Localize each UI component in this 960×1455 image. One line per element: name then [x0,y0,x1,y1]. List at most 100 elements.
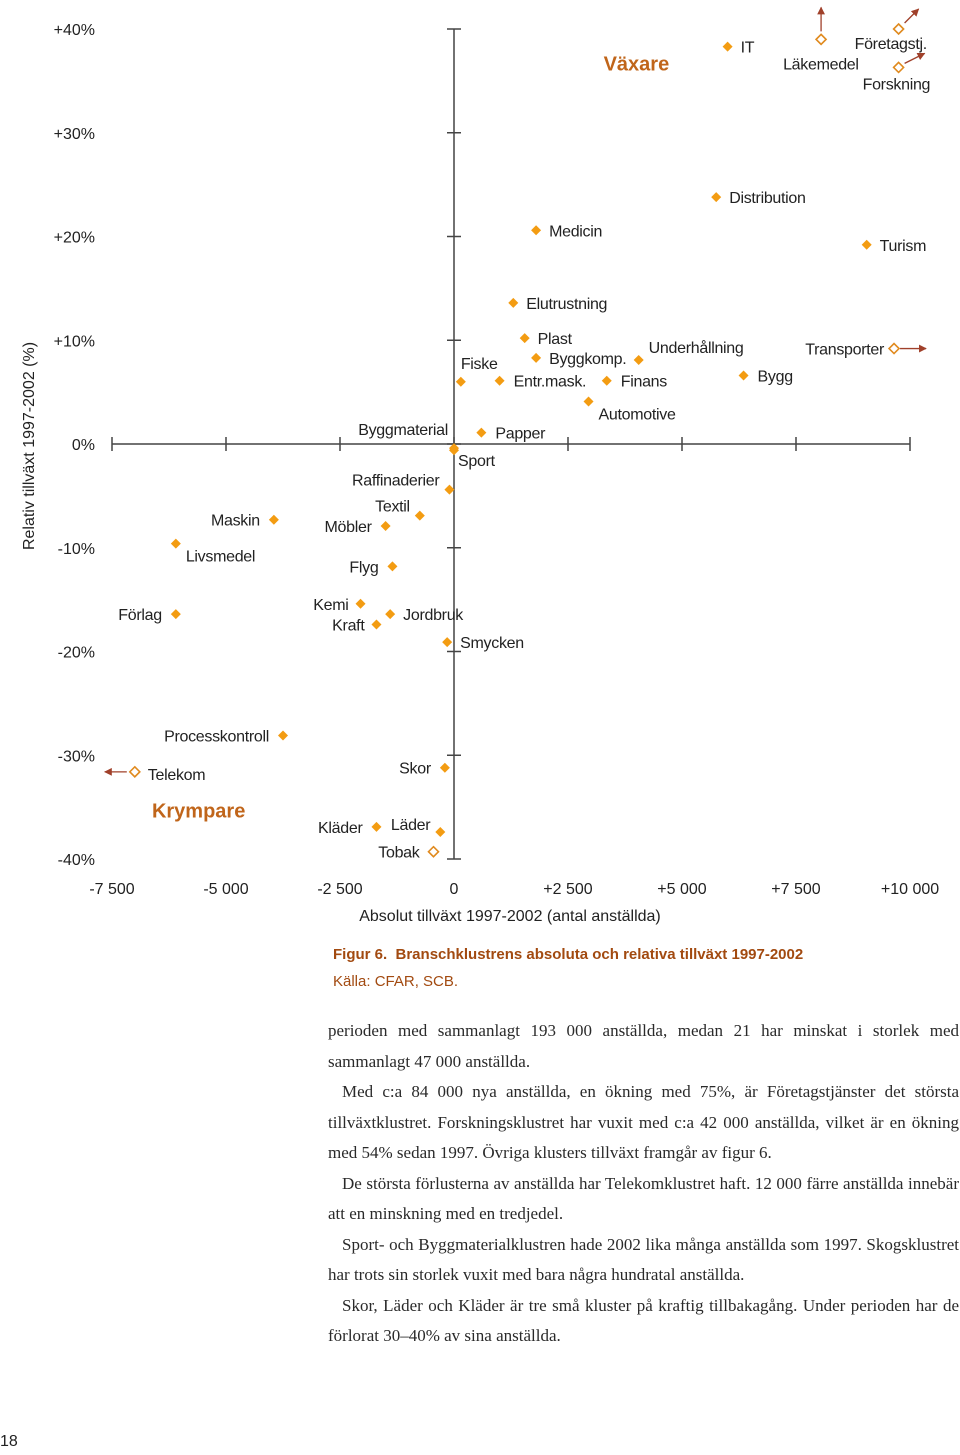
data-point [633,354,644,365]
x-tick-label: +2 500 [543,881,592,898]
data-point [601,375,612,386]
data-point [455,376,466,387]
y-tick-label: -30% [58,748,95,765]
data-point [861,239,872,250]
data-point [814,33,828,46]
point-label: Fiske [461,356,498,373]
point-label: Kraft [332,618,365,635]
data-point [387,561,398,572]
y-tick-label: +10% [54,333,95,350]
x-tick-label: -5 000 [203,881,248,898]
point-label: Finans [621,374,668,391]
direction-arrow [904,8,920,24]
point-label: Papper [495,426,546,443]
data-point [444,484,455,495]
point-label: Telekom [148,767,205,784]
x-tick-label: -7 500 [89,881,134,898]
direction-arrow [904,52,926,64]
point-label: Förlag [118,607,162,624]
point-label: IT [741,40,755,57]
paragraph: Sport- och Byggmaterialklustren hade 200… [328,1234,959,1285]
point-label: Distribution [729,190,805,207]
point-label: Kläder [318,820,363,837]
x-tick-label: -2 500 [317,881,362,898]
point-label: Automotive [599,406,676,423]
data-point [170,609,181,620]
figure-source: Källa: CFAR, SCB. [333,973,459,990]
paragraph: Skor, Läder och Kläder är tre små kluste… [328,1295,959,1346]
point-label: Elutrustning [526,296,607,313]
data-point [278,730,288,741]
point-label: Entr.mask. [514,374,587,391]
point-label: Läkemedel [783,56,859,73]
quadrant-label: Krympare [152,801,245,823]
data-point [508,297,519,308]
scatter-chart: -7 500 -5 000 -2 500 0 +2 500 +5 000 +7 500 +10… [21,6,940,925]
tick-labels: -7 500 -5 000 -2 500 0 +2 500 +5 000 +7 500 +10… [54,22,940,898]
data-point [887,342,901,355]
point-label: Företagstj. [855,36,927,53]
data-point [722,41,733,52]
data-point [519,333,530,344]
x-tick-label: +5 000 [657,881,706,898]
point-label: Raffinaderier [352,473,440,490]
data-point [439,762,450,773]
y-tick-label: +40% [54,22,95,39]
data-point [494,375,505,386]
point-label: Smycken [460,635,524,652]
point-label: Transporter [805,342,885,359]
page-number: 18 [0,1433,18,1450]
data-point [531,225,542,236]
data-point [476,427,487,438]
data-point [380,520,391,531]
data-point [170,538,181,549]
data-point [427,845,440,858]
x-tick-label: 0 [450,881,459,898]
point-label: Kemi [313,597,348,614]
point-label: Forskning [863,76,931,93]
point-label: Jordbruk [403,607,464,624]
paragraph: De största förlusterna av anställda har … [328,1173,959,1224]
y-tick-label: -10% [58,541,95,558]
chart-axes [111,28,911,860]
data-points [104,6,927,858]
data-point [583,396,594,407]
data-point [711,192,722,203]
y-tick-label: -20% [58,645,95,662]
x-tick-label: +10 000 [881,881,939,898]
data-point [371,619,382,630]
paragraph: perioden med sammanlagt 193 000 anställd… [328,1021,959,1071]
point-label: Turism [880,238,927,255]
data-point [892,61,905,74]
point-label: Medicin [549,223,602,240]
data-point [892,22,905,36]
quadrant-label: Växare [604,54,670,76]
point-label: Möbler [324,519,372,536]
data-point [531,352,542,363]
point-label: Flyg [349,559,378,576]
point-label: Textil [375,499,410,516]
x-axis-label: Absolut tillväxt 1997-2002 (antal anstäl… [359,908,661,925]
point-label: Skor [399,761,432,778]
data-point [414,510,425,521]
point-label: Tobak [378,845,420,862]
y-tick-label: -40% [58,852,95,869]
point-labels: Växare Krympare IT Läkemedel Företagstj. Fors… [118,36,930,862]
body-text: perioden med sammanlagt 193 000 anställd… [328,1016,959,1352]
point-label: Byggkomp. [549,351,626,368]
point-label: Bygg [758,369,793,386]
data-point [385,609,396,620]
data-point [128,765,141,778]
y-tick-label: 0% [72,437,95,454]
paragraph: Med c:a 84 000 nya anställda, en ökning … [328,1082,959,1162]
data-point [738,370,749,381]
point-label: Läder [391,817,431,834]
data-point [435,827,446,838]
point-label: Plast [538,331,573,348]
data-point [371,821,382,832]
point-label: Underhållning [649,339,744,357]
point-label: Processkontroll [164,729,269,746]
figure-label: Figur 6. [333,946,388,963]
figure-title: Branschklustrens absoluta och relativa t… [395,946,804,963]
data-point [268,514,279,525]
